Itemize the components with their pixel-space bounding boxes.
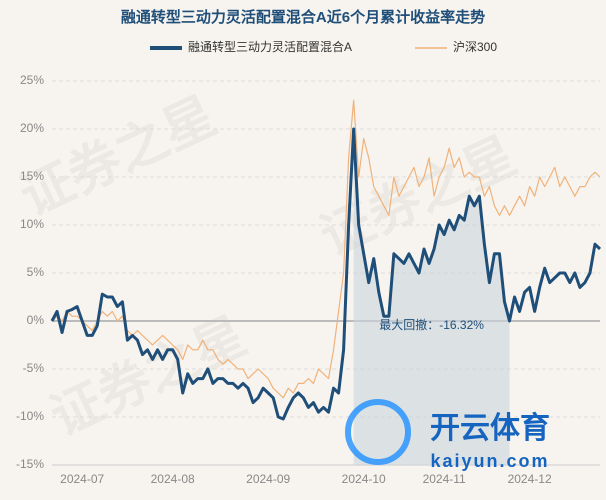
legend-label: 沪深300	[453, 40, 497, 54]
x-tick-label: 2024-08	[151, 472, 195, 486]
logo-url: kaiyun.com	[430, 451, 549, 471]
logo-mark	[345, 399, 411, 465]
y-tick-label: 0%	[27, 313, 45, 327]
logo-text: 开云体育	[430, 411, 550, 445]
y-tick-label: 5%	[27, 265, 45, 279]
y-tick-label: 10%	[20, 217, 44, 231]
legend-label: 融通转型三动力灵活配置混合A	[188, 39, 352, 54]
y-tick-label: -15%	[16, 457, 44, 471]
drawdown-label: 最大回撤：-16.32%	[379, 317, 484, 332]
y-tick-label: 20%	[20, 121, 44, 135]
y-tick-label: 25%	[20, 73, 44, 87]
x-tick-label: 2024-12	[508, 472, 552, 486]
y-tick-label: -5%	[23, 361, 45, 375]
x-tick-label: 2024-10	[342, 472, 386, 486]
y-tick-label: -10%	[16, 409, 44, 423]
drawdown-area	[353, 129, 510, 465]
series-line	[50, 127, 602, 421]
x-tick-label: 2024-09	[246, 472, 290, 486]
x-tick-label: 2024-11	[423, 472, 466, 486]
x-tick-label: 2024-07	[60, 472, 104, 486]
series-line	[51, 99, 601, 399]
y-tick-label: 15%	[20, 169, 44, 183]
chart-title: 融通转型三动力灵活配置混合A近6个月累计收益率走势	[121, 8, 485, 26]
